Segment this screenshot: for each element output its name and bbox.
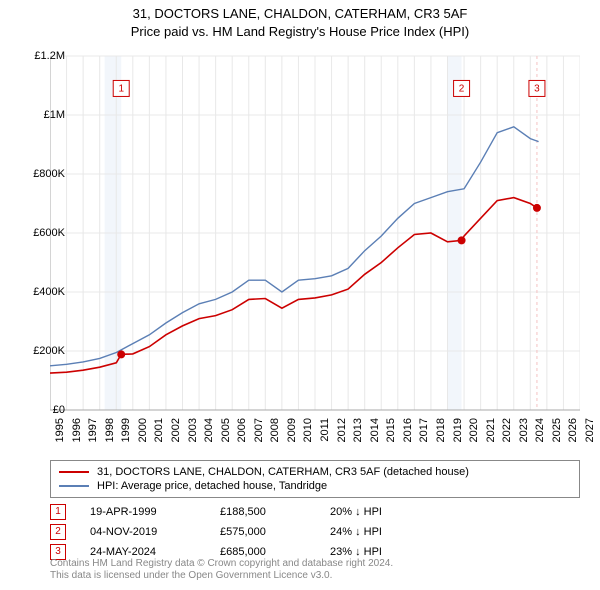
sales-date: 04-NOV-2019 bbox=[90, 526, 220, 538]
svg-text:3: 3 bbox=[534, 83, 540, 94]
y-tick-label: £1.2M bbox=[20, 50, 65, 62]
x-tick-label: 1997 bbox=[87, 418, 99, 448]
x-tick-label: 2025 bbox=[551, 418, 563, 448]
legend-row-1: HPI: Average price, detached house, Tand… bbox=[59, 479, 571, 493]
sales-row: 1 19-APR-1999£188,50020% ↓ HPI bbox=[50, 502, 580, 522]
sales-price: £188,500 bbox=[220, 506, 330, 518]
y-tick-label: £200K bbox=[20, 345, 65, 357]
y-tick-label: £400K bbox=[20, 286, 65, 298]
x-tick-label: 2002 bbox=[170, 418, 182, 448]
x-tick-label: 2007 bbox=[253, 418, 265, 448]
x-tick-label: 2012 bbox=[336, 418, 348, 448]
x-tick-label: 1998 bbox=[104, 418, 116, 448]
legend-row-0: 31, DOCTORS LANE, CHALDON, CATERHAM, CR3… bbox=[59, 465, 571, 479]
x-tick-label: 2001 bbox=[153, 418, 165, 448]
x-tick-label: 2023 bbox=[518, 418, 530, 448]
footer-note: Contains HM Land Registry data © Crown c… bbox=[50, 558, 580, 582]
title-block: 31, DOCTORS LANE, CHALDON, CATERHAM, CR3… bbox=[0, 0, 600, 39]
sales-table: 1 19-APR-1999£188,50020% ↓ HPI 2 04-NOV-201… bbox=[50, 502, 580, 562]
title-main: 31, DOCTORS LANE, CHALDON, CATERHAM, CR3… bbox=[0, 6, 600, 22]
legend-label-0: 31, DOCTORS LANE, CHALDON, CATERHAM, CR3… bbox=[97, 466, 469, 478]
legend-swatch-1 bbox=[59, 485, 89, 487]
y-tick-label: £0 bbox=[20, 404, 65, 416]
x-tick-label: 2020 bbox=[468, 418, 480, 448]
x-tick-label: 2004 bbox=[203, 418, 215, 448]
chart-container: 31, DOCTORS LANE, CHALDON, CATERHAM, CR3… bbox=[0, 0, 600, 590]
sales-price: £685,000 bbox=[220, 546, 330, 558]
x-tick-label: 2005 bbox=[220, 418, 232, 448]
x-tick-label: 2016 bbox=[402, 418, 414, 448]
sales-marker: 1 bbox=[50, 504, 66, 520]
y-tick-label: £600K bbox=[20, 227, 65, 239]
x-tick-label: 2010 bbox=[302, 418, 314, 448]
x-tick-label: 1999 bbox=[120, 418, 132, 448]
y-tick-label: £800K bbox=[20, 168, 65, 180]
sales-diff: 24% ↓ HPI bbox=[330, 526, 440, 538]
x-tick-label: 2017 bbox=[418, 418, 430, 448]
x-tick-label: 2006 bbox=[236, 418, 248, 448]
sales-date: 24-MAY-2024 bbox=[90, 546, 220, 558]
title-sub: Price paid vs. HM Land Registry's House … bbox=[0, 24, 600, 40]
legend-box: 31, DOCTORS LANE, CHALDON, CATERHAM, CR3… bbox=[50, 460, 580, 498]
x-tick-label: 2026 bbox=[567, 418, 579, 448]
footer-line-2: This data is licensed under the Open Gov… bbox=[50, 570, 580, 582]
chart-area: 1 2 3 bbox=[50, 48, 580, 418]
x-tick-label: 1995 bbox=[54, 418, 66, 448]
x-tick-label: 2013 bbox=[352, 418, 364, 448]
sales-row: 2 04-NOV-2019£575,00024% ↓ HPI bbox=[50, 522, 580, 542]
footer-line-1: Contains HM Land Registry data © Crown c… bbox=[50, 558, 580, 570]
legend-swatch-0 bbox=[59, 471, 89, 473]
x-tick-label: 2003 bbox=[187, 418, 199, 448]
x-tick-label: 2000 bbox=[137, 418, 149, 448]
svg-text:2: 2 bbox=[459, 83, 465, 94]
x-tick-label: 2011 bbox=[319, 418, 331, 448]
x-tick-label: 2024 bbox=[534, 418, 546, 448]
x-tick-label: 2022 bbox=[501, 418, 513, 448]
x-tick-label: 2018 bbox=[435, 418, 447, 448]
x-tick-label: 1996 bbox=[71, 418, 83, 448]
chart-svg: 1 2 3 bbox=[50, 48, 580, 418]
sales-diff: 23% ↓ HPI bbox=[330, 546, 440, 558]
x-tick-label: 2008 bbox=[269, 418, 281, 448]
x-tick-label: 2015 bbox=[385, 418, 397, 448]
x-tick-label: 2019 bbox=[452, 418, 464, 448]
sales-date: 19-APR-1999 bbox=[90, 506, 220, 518]
sales-diff: 20% ↓ HPI bbox=[330, 506, 440, 518]
x-tick-label: 2009 bbox=[286, 418, 298, 448]
sales-marker: 2 bbox=[50, 524, 66, 540]
x-tick-label: 2021 bbox=[485, 418, 497, 448]
y-tick-label: £1M bbox=[20, 109, 65, 121]
sales-price: £575,000 bbox=[220, 526, 330, 538]
x-tick-label: 2027 bbox=[584, 418, 596, 448]
x-tick-label: 2014 bbox=[369, 418, 381, 448]
legend-label-1: HPI: Average price, detached house, Tand… bbox=[97, 480, 327, 492]
svg-text:1: 1 bbox=[118, 83, 124, 94]
